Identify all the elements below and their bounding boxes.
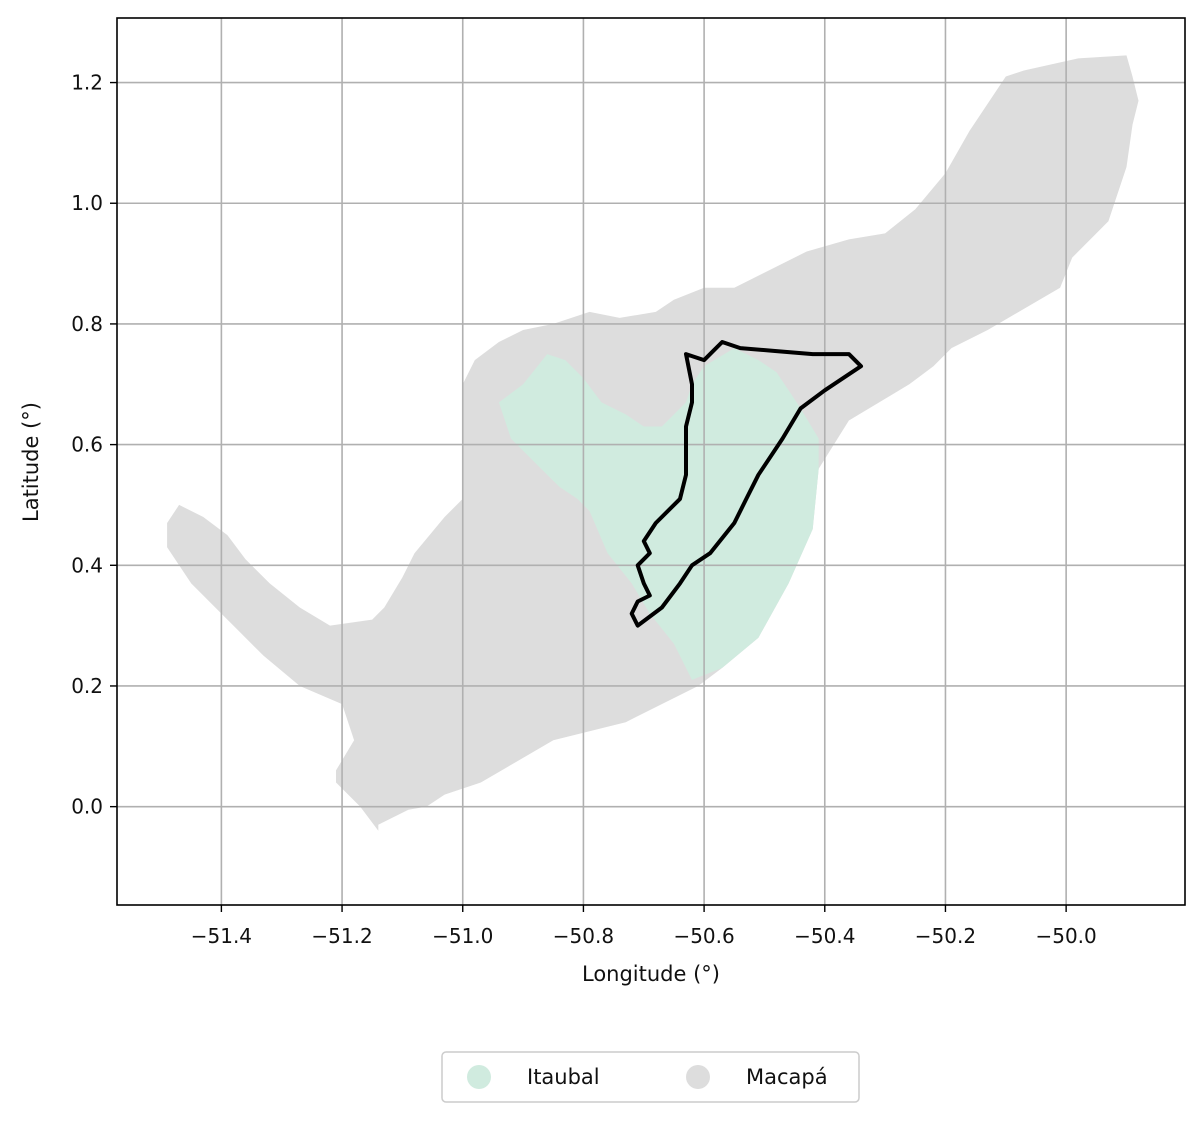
plot-area (116, 17, 1186, 906)
x-axis-label: Longitude (°) (582, 962, 720, 986)
y-tick-label: 0.2 (71, 674, 103, 698)
legend-marker-macapa (686, 1065, 710, 1089)
legend: Itaubal Macapá (441, 1051, 860, 1103)
itaubal-boundary-outline (629, 340, 863, 628)
y-tick-label: 0.4 (71, 553, 103, 577)
regions-layer (167, 55, 1139, 866)
y-tick-label: 0.6 (71, 433, 103, 457)
legend-label-macapa: Macapá (746, 1065, 828, 1089)
legend-box (441, 1051, 860, 1103)
legend-marker-itaubal (467, 1065, 491, 1089)
y-tick-label: 1.0 (71, 191, 103, 215)
grid-layer (117, 18, 1185, 905)
y-tick-label: 1.2 (71, 71, 103, 95)
x-tick-label: −50.0 (1035, 924, 1096, 948)
y-axis-ticks: 0.0 0.2 0.4 0.6 0.8 1.0 1.2 (71, 71, 117, 819)
x-axis-ticks: −51.4 −51.2 −51.0 −50.8 −50.6 −50.4 −50.2 −50.0 (191, 905, 1097, 948)
outline-layer (629, 340, 863, 628)
region-itaubal (498, 348, 819, 680)
y-tick-label: 0.0 (71, 795, 103, 819)
x-tick-label: −50.4 (794, 924, 855, 948)
x-tick-label: −50.6 (673, 924, 734, 948)
x-tick-label: −51.0 (432, 924, 493, 948)
x-tick-label: −50.2 (915, 924, 976, 948)
plot-frame (116, 17, 1186, 906)
y-tick-label: 0.8 (71, 312, 103, 336)
legend-label-itaubal: Itaubal (527, 1065, 600, 1089)
x-tick-label: −50.8 (553, 924, 614, 948)
x-tick-label: −51.4 (191, 924, 252, 948)
x-tick-label: −51.2 (311, 924, 372, 948)
y-axis-label: Latitude (°) (19, 402, 43, 522)
